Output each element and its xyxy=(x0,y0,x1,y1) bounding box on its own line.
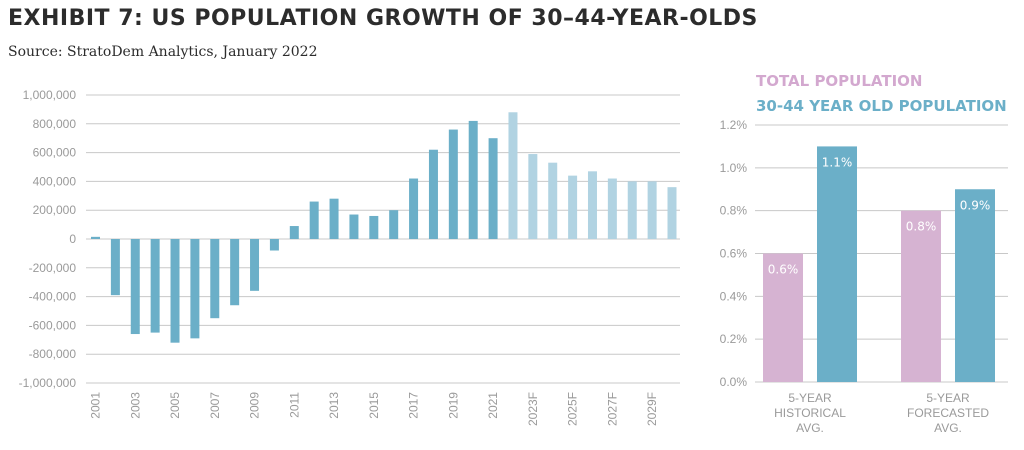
total-population-bar xyxy=(901,210,941,382)
y-tick-label: 0.8% xyxy=(720,204,748,218)
age-30-44-population-bar xyxy=(955,189,995,382)
y-tick-label: 800,000 xyxy=(33,117,77,131)
y-tick-label: 0.6% xyxy=(720,247,748,261)
historical-bar xyxy=(230,239,240,306)
y-tick-label: 400,000 xyxy=(33,174,77,188)
chart-source: Source: StratoDem Analytics, January 202… xyxy=(8,44,318,60)
average-growth-chart: 1.2% 1.0% 0.8% 0.6% 0.4% 0.2% 0.0% 0.6% 0.8% 1.1%… xyxy=(720,118,1008,435)
population-growth-chart: 1,000,000 800,000 600,000 400,000 200,000 0 -2… xyxy=(19,88,680,426)
legend-30-44-population: 30-44 YEAR OLD POPULATION xyxy=(756,97,1007,115)
historical-bar xyxy=(91,236,100,239)
x-category-label: 5-YEAR xyxy=(788,391,832,405)
total-population-bar xyxy=(763,253,803,382)
y-tick-label: 1.2% xyxy=(720,118,748,132)
forecast-bar xyxy=(647,181,657,239)
y-tick-label: 0 xyxy=(69,232,76,246)
x-tick-label: 2011 xyxy=(287,392,301,418)
data-label: 0.9% xyxy=(960,198,991,212)
y-tick-label: -200,000 xyxy=(29,261,77,275)
y-tick-label: 600,000 xyxy=(33,146,77,160)
x-category-label: HISTORICAL xyxy=(774,406,846,420)
historical-bar xyxy=(488,138,498,239)
x-tick-label: 2017 xyxy=(407,392,421,419)
legend-total-population: TOTAL POPULATION xyxy=(756,72,923,90)
x-tick-label: 2019 xyxy=(446,392,460,419)
historical-bar xyxy=(150,239,160,333)
y-tick-label: -800,000 xyxy=(29,347,77,361)
y-tick-label: -400,000 xyxy=(29,290,77,304)
historical-bar xyxy=(289,226,299,239)
x-tick-label: 2007 xyxy=(208,392,222,419)
chart-title: EXHIBIT 7: US POPULATION GROWTH OF 30–44… xyxy=(8,6,758,31)
data-label: 0.8% xyxy=(906,220,937,234)
historical-bar xyxy=(190,239,200,339)
data-label: 0.6% xyxy=(768,263,799,277)
forecast-bar xyxy=(548,162,558,239)
x-tick-label: 2009 xyxy=(248,392,262,419)
y-tick-label: 200,000 xyxy=(33,203,77,217)
x-category-label: FORECASTED xyxy=(907,406,989,420)
forecast-bar xyxy=(568,175,578,239)
y-tick-label: 0.0% xyxy=(720,375,748,389)
y-tick-label: 1.0% xyxy=(720,161,748,175)
x-tick-label: 2005 xyxy=(168,392,182,419)
y-tick-label: 0.2% xyxy=(720,332,748,346)
x-tick-label: 2003 xyxy=(128,392,142,419)
historical-bar xyxy=(170,239,180,343)
historical-bar xyxy=(110,239,120,296)
x-category-label: 5-YEAR xyxy=(926,391,970,405)
historical-bar xyxy=(389,210,399,239)
x-tick-label: 2001 xyxy=(89,392,103,419)
y-tick-label: -1,000,000 xyxy=(19,376,77,390)
forecast-bar xyxy=(667,187,677,239)
historical-bar xyxy=(468,120,478,239)
age-30-44-population-bar xyxy=(817,146,857,382)
x-tick-label: 2029F xyxy=(645,392,659,426)
y-tick-label: 1,000,000 xyxy=(23,88,77,102)
historical-bar xyxy=(210,239,220,319)
historical-bar xyxy=(369,215,379,239)
forecast-bar xyxy=(528,154,538,239)
historical-bar xyxy=(448,129,458,239)
y-tick-label: -600,000 xyxy=(29,318,77,332)
x-tick-label: 2027F xyxy=(605,392,619,426)
y-tick-label: 0.4% xyxy=(720,289,748,303)
historical-bar xyxy=(349,214,359,239)
x-category-label: AVG. xyxy=(796,421,824,435)
x-tick-label: 2021 xyxy=(486,392,500,419)
historical-bar xyxy=(428,149,438,239)
forecast-bar xyxy=(508,112,518,239)
historical-bar xyxy=(309,201,319,239)
historical-bar xyxy=(269,239,279,251)
historical-bar xyxy=(250,239,260,291)
x-tick-label: 2023F xyxy=(526,392,540,426)
historical-bar xyxy=(329,198,339,239)
forecast-bar xyxy=(627,181,637,239)
x-tick-label: 2013 xyxy=(327,392,341,419)
x-tick-label: 2015 xyxy=(367,392,381,419)
forecast-bar xyxy=(587,171,597,239)
historical-bar xyxy=(130,239,140,335)
x-tick-label: 2025F xyxy=(566,392,580,426)
data-label: 1.1% xyxy=(822,155,853,169)
x-category-label: AVG. xyxy=(934,421,962,435)
historical-bar xyxy=(409,178,419,239)
forecast-bar xyxy=(607,178,617,239)
